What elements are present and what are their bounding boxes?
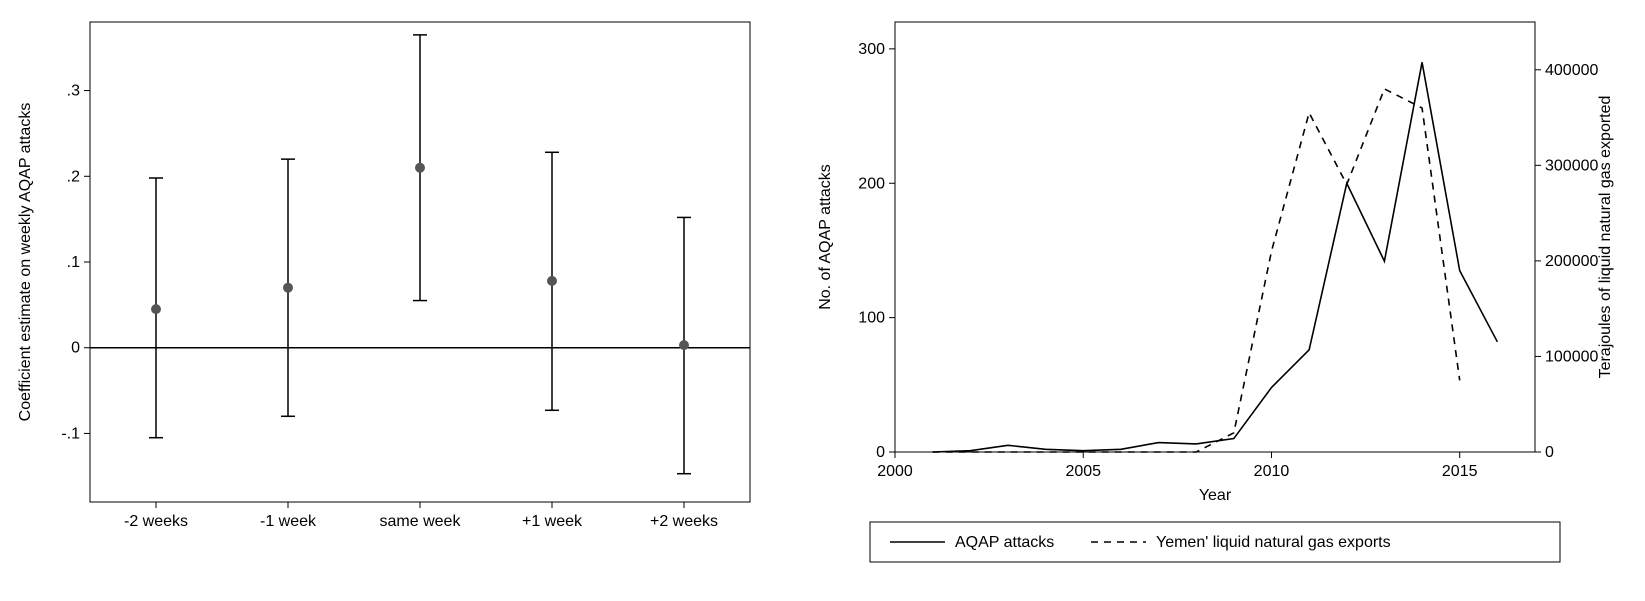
series-dashed <box>933 89 1460 452</box>
y-tick-label: -.1 <box>61 425 80 442</box>
y-right-axis-title: Terajoules of liquid natural gas exporte… <box>1597 96 1614 379</box>
x-tick-label: +2 weeks <box>650 513 718 530</box>
y-axis-title: Coefficient estimate on weekly AQAP atta… <box>17 103 34 422</box>
y-tick-label: .2 <box>67 168 80 185</box>
x-tick-label: 2005 <box>1065 463 1101 480</box>
aqap-lng-line-chart: 0 100 200 300 0 100000 200000 300000 400000 2000 2… <box>800 12 1635 582</box>
point-marker <box>548 276 557 285</box>
y-right-tick-label: 200000 <box>1545 253 1598 270</box>
y-left-tick-label: 200 <box>858 175 885 192</box>
left-chart-panel: -.1 0 .1 .2 .3 -2 weeks -1 week same week +1 wee… <box>10 12 780 582</box>
y-tick-label: 0 <box>71 340 80 357</box>
x-tick-label: same week <box>380 513 462 530</box>
point-marker <box>680 341 689 350</box>
right-chart-panel: 0 100 200 300 0 100000 200000 300000 400000 2000 2… <box>800 12 1635 582</box>
series-solid <box>933 62 1498 452</box>
y-left-tick-label: 100 <box>858 310 885 327</box>
x-axis-title: Year <box>1199 487 1232 504</box>
y-right-tick-label: 0 <box>1545 444 1554 461</box>
x-tick-label: 2000 <box>877 463 913 480</box>
x-tick-label: +1 week <box>522 513 583 530</box>
x-tick-label: 2010 <box>1254 463 1290 480</box>
y-tick-label: .1 <box>67 254 80 271</box>
point-marker <box>416 163 425 172</box>
y-right-tick-label: 100000 <box>1545 348 1598 365</box>
y-left-tick-label: 0 <box>876 444 885 461</box>
y-tick-label: .3 <box>67 83 80 100</box>
x-tick-label: 2015 <box>1442 463 1478 480</box>
y-right-tick-label: 400000 <box>1545 62 1598 79</box>
coefficient-errorbar-chart: -.1 0 .1 .2 .3 -2 weeks -1 week same week +1 wee… <box>10 12 780 582</box>
y-left-tick-label: 300 <box>858 41 885 58</box>
x-tick-label: -2 weeks <box>124 513 188 530</box>
plot-border <box>895 22 1535 452</box>
y-right-tick-label: 300000 <box>1545 157 1598 174</box>
legend-label: Yemen' liquid natural gas exports <box>1156 534 1391 551</box>
point-marker <box>284 283 293 292</box>
point-marker <box>152 305 161 314</box>
legend-label: AQAP attacks <box>955 534 1054 551</box>
y-left-axis-title: No. of AQAP attacks <box>817 164 834 310</box>
x-tick-label: -1 week <box>260 513 317 530</box>
